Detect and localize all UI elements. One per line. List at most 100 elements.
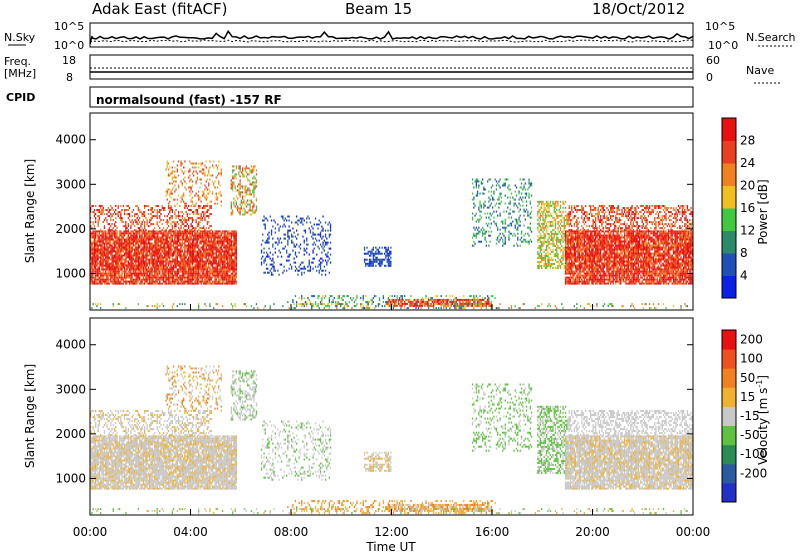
power-cell [174,243,175,245]
power-cell [188,283,189,285]
power-cell [95,281,96,283]
power-cell [162,269,163,271]
power-cell [129,257,130,259]
power-cell [110,255,111,257]
power-cell [204,257,205,259]
power-cell [191,267,192,269]
power-cell [130,259,131,261]
power-cell [93,249,94,251]
power-cell [182,267,183,269]
power-cell [157,283,158,285]
power-cell [134,269,135,271]
power-cell [93,259,94,261]
power-cell [194,249,195,251]
power-cell [214,257,215,259]
power-cell [189,237,190,239]
power-cell [154,247,155,249]
power-cell [207,279,208,281]
power-cell [158,241,159,243]
power-cell [103,267,104,269]
power-cell [169,237,170,239]
power-cell [154,269,155,271]
power-cell [179,265,180,267]
power-cell [95,255,96,257]
power-cell [194,251,195,253]
power-cell [187,279,188,281]
power-cell [158,255,159,257]
power-cell [169,253,170,255]
power-cell [154,249,155,251]
power-cell [145,257,146,259]
power-cell [94,271,95,273]
power-cell [174,237,175,239]
power-cell [183,259,184,261]
power-cell [144,241,145,243]
power-cell [148,275,149,277]
power-cell [180,245,181,247]
power-cell [177,232,178,234]
power-cell [119,275,120,277]
power-cell [157,239,158,241]
power-cell [196,281,197,283]
power-cell [150,261,151,263]
power-cell [189,232,190,234]
power-cell [178,279,179,281]
power-cell [206,232,207,234]
power-cell [105,267,106,269]
power-cell [147,271,148,273]
power-cell [189,267,190,269]
power-cell [206,249,207,251]
power-cell [163,263,164,265]
power-cell [119,271,120,273]
power-cell [174,241,175,243]
power-cell [94,277,95,279]
power-cell [98,235,99,237]
power-cell [170,243,171,245]
power-cell [124,253,125,255]
power-cell [183,239,184,241]
power-cell [177,259,178,261]
power-cell [173,267,174,269]
power-cell [177,279,178,281]
power-cell [175,271,176,273]
power-cell [179,269,180,271]
power-cell [175,251,176,253]
power-cell [202,273,203,275]
power-cell [178,271,179,273]
power-cell [202,239,203,241]
power-cell [113,273,114,275]
power-cell [113,243,114,245]
power-cell [202,253,203,255]
power-cell [137,265,138,267]
power-cell [95,267,96,269]
power-cell [214,263,215,265]
power-cell [113,275,114,277]
power-cell [145,241,146,243]
power-cell [111,259,112,261]
power-cell [155,245,156,247]
power-cell [100,263,101,265]
power-cell [211,263,212,265]
power-cell [199,253,200,255]
power-cell [105,275,106,277]
power-cell [183,283,184,285]
power-cell [183,237,184,239]
power-cell [98,247,99,249]
power-cell [133,255,134,257]
power-cell [126,275,127,277]
power-cell [113,265,114,267]
power-cell [155,281,156,283]
power-cell [168,245,169,247]
power-cell [196,235,197,237]
power-cell [149,251,150,253]
power-cell [158,232,159,234]
power-cell [118,253,119,255]
power-cell [186,281,187,283]
power-cell [208,281,209,283]
power-cell [212,243,213,245]
power-cell [152,255,153,257]
power-cell [119,243,120,245]
power-cell [113,267,114,269]
power-cell [99,249,100,251]
power-cell [152,245,153,247]
